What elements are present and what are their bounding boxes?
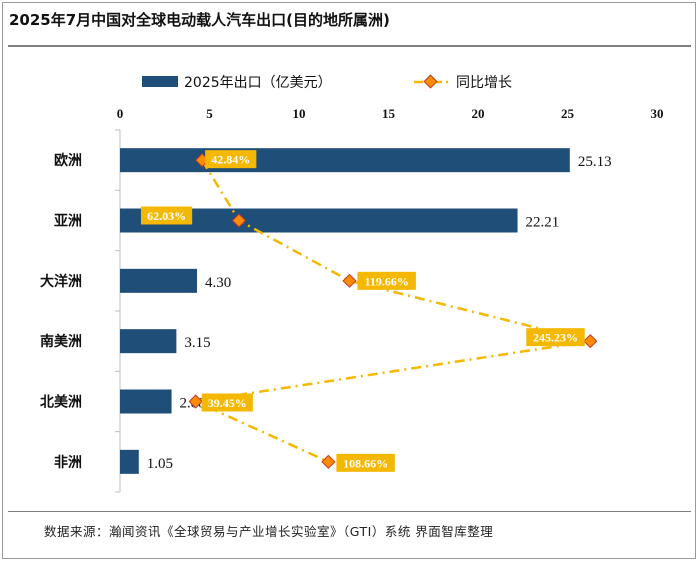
growth-marker: [188, 394, 203, 409]
x-tick-label: 5: [206, 106, 213, 121]
bar: [120, 268, 197, 293]
growth-value-label: 245.23%: [533, 331, 578, 345]
category-label: 大洋洲: [40, 273, 82, 290]
bar: [120, 389, 172, 414]
growth-label-bg: [201, 393, 253, 412]
bar: [120, 329, 177, 354]
growth-marker: [321, 454, 336, 469]
legend-bar-swatch: [142, 76, 178, 87]
legend-line-label: 同比增长: [456, 75, 512, 91]
x-tick-label: 20: [472, 106, 485, 121]
growth-line: [191, 159, 591, 463]
source-note: 数据来源：瀚闻资讯《全球贸易与产业增长实验室》（GTI）系统 界面智库整理: [44, 524, 494, 539]
bar-value-label: 4.30: [205, 275, 231, 291]
legend-bar-label: 2025年出口（亿美元）: [184, 75, 332, 91]
bar-value-label: 25.13: [578, 154, 612, 170]
growth-marker: [231, 213, 247, 228]
x-tick-label: 0: [117, 106, 124, 121]
category-label: 非洲: [54, 454, 82, 471]
x-tick-label: 15: [382, 106, 396, 121]
growth-label-bg: [140, 206, 193, 225]
growth-value-label: 119.66%: [365, 274, 409, 288]
title-divider: [8, 45, 691, 47]
category-label: 亚洲: [54, 214, 82, 230]
growth-label-bg: [526, 328, 585, 347]
category-label: 欧洲: [54, 152, 82, 169]
category-label: 南美洲: [40, 333, 82, 350]
growth-label-bg: [205, 150, 257, 169]
growth-marker: [342, 273, 357, 288]
growth-value-label: 42.84%: [211, 153, 250, 167]
growth-value-label: 108.66%: [343, 456, 388, 470]
bar: [120, 148, 570, 173]
source-divider: [8, 511, 691, 512]
growth-marker: [583, 334, 598, 349]
chart-title: 2025年7月中国对全球电动载人汽车出口(目的地所属洲): [9, 11, 390, 29]
bar-value-label: 3.15: [184, 335, 210, 351]
bar-value-label: 22.21: [526, 215, 560, 231]
growth-value-label: 62.03%: [147, 209, 186, 223]
growth-label-bg: [336, 453, 395, 472]
bar: [120, 449, 139, 474]
x-tick-label: 10: [293, 106, 306, 121]
legend-line-marker: [423, 74, 438, 89]
category-label: 北美洲: [40, 394, 82, 411]
growth-value-label: 39.45%: [208, 396, 247, 410]
x-tick-label: 25: [561, 106, 575, 121]
growth-label-bg: [357, 271, 416, 290]
bar-value-label: 1.05: [147, 456, 173, 472]
x-tick-label: 30: [651, 106, 664, 121]
